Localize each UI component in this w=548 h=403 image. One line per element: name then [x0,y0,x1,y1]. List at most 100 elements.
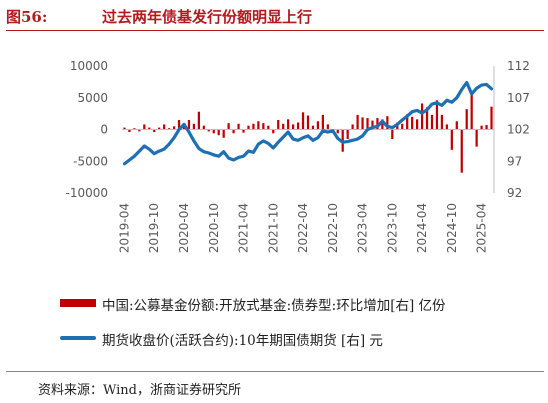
left-axis-ticks: 10000 5000 0 -5000 -10000 [65,59,108,200]
bar-2024-12 [460,129,463,173]
bar-2023-04 [361,117,364,130]
x-tick-label: 2021-10 [266,203,280,253]
title-divider [6,30,544,31]
bar-2023-07 [376,118,379,130]
right-tick-label: 97 [507,154,522,168]
right-tick-label: 112 [507,59,530,73]
legend-bar-swatch [60,299,96,307]
bar-2025-05 [485,125,488,130]
bar-2021-12 [282,123,285,130]
bar-2022-04 [301,112,305,130]
bar-2019-07 [138,129,141,132]
bar-2020-06 [192,123,196,130]
bar-2021-10 [272,129,275,134]
bar-2021-02 [232,129,235,134]
bar-2024-05 [425,107,429,130]
bar-2020-11 [217,129,220,136]
bar-2021-07 [257,121,260,130]
bar-2023-08 [381,119,384,130]
left-tick-label: 0 [100,123,108,137]
x-tick-label: 2023-04 [356,203,370,253]
bar-2023-09 [386,116,389,130]
bar-2021-06 [252,123,255,130]
bar-2021-04 [242,129,245,133]
title-row: 图56: 过去两年债基发行份额明显上行 [6,6,546,28]
figure-number: 图56: [6,8,48,26]
x-tick-label: 2024-10 [445,203,459,253]
bar-2024-06 [430,114,434,130]
source-note: 资料来源：Wind，浙商证券研究所 [38,383,241,398]
bar-2020-07 [197,111,200,130]
right-tick-label: 102 [507,123,530,137]
bar-2024-04 [420,103,424,130]
bar-2023-03 [356,114,359,130]
bar-2020-02 [172,126,176,130]
bar-2023-05 [366,118,369,130]
bar-2020-10 [212,129,215,134]
bar-2020-05 [187,119,191,130]
x-tick-label: 2024-04 [415,203,429,253]
bar-series [123,93,493,173]
legend-line-label: 期货收盘价(活跃合约):10年期国债期货 [右] 元 [102,333,383,349]
bar-2019-04 [123,127,126,130]
x-tick-label: 2022-04 [296,203,310,253]
bar-2019-06 [133,128,136,130]
x-tick-label: 2019-04 [117,203,131,253]
source-divider [6,371,544,372]
bar-2021-05 [247,125,250,130]
bar-2023-10 [391,129,394,140]
bar-2019-09 [148,127,151,130]
bar-2021-11 [277,119,280,130]
futures-price-line [122,80,494,166]
bar-2019-08 [143,124,146,130]
bar-2023-01 [346,129,349,140]
bar-2022-05 [306,115,310,130]
bar-2019-11 [158,127,161,130]
bar-2022-11 [336,129,339,134]
bar-2019-10 [153,129,156,133]
bar-2024-09 [445,124,448,130]
bar-2019-05 [128,129,131,133]
x-axis-ticks: 2019-04 2019-10 2020-04 2020-10 2021-04 2021-… [117,203,488,253]
legend-line-swatch [60,336,96,340]
bar-2024-08 [440,114,444,130]
bar-2022-02 [292,124,295,130]
bar-2024-07 [435,100,439,130]
x-tick-label: 2020-10 [207,203,221,253]
right-axis-ticks: 112 107 102 97 92 [507,59,530,200]
bar-2022-01 [287,119,290,130]
x-tick-label: 2020-04 [177,203,191,253]
bar-2024-11 [455,121,458,130]
bar-2023-12 [401,123,404,130]
bar-2021-08 [262,123,265,130]
bar-2022-07 [316,121,320,130]
bar-2022-03 [296,122,300,130]
bar-2024-10 [450,129,453,150]
bar-2020-03 [177,119,181,130]
bar-2021-09 [267,125,270,130]
x-tick-label: 2019-10 [147,203,161,253]
left-tick-label: 10000 [70,59,108,73]
bar-2025-02 [470,93,473,130]
bar-2022-08 [321,114,324,130]
bar-2019-12 [163,124,166,130]
x-tick-label: 2021-04 [237,203,251,253]
x-tick-label: 2023-10 [385,203,399,253]
x-tick-label: 2022-10 [326,203,340,253]
left-tick-label: -10000 [65,186,108,200]
line-series [122,80,494,166]
bar-2020-12 [222,129,225,138]
x-tick-label: 2025-04 [475,203,489,253]
bar-2024-01 [406,114,409,130]
bar-2023-02 [351,124,354,130]
bar-2025-04 [480,125,483,130]
bar-2023-06 [371,120,374,130]
bar-2025-01 [465,109,468,130]
bar-2022-09 [326,124,329,130]
left-tick-label: -5000 [73,154,108,168]
right-tick-label: 92 [507,186,522,200]
right-tick-label: 107 [507,91,530,105]
legend-bar-label: 中国:公募基金份额:开放式基金:债券型:环比增加[右] 亿份 [102,298,446,314]
bar-2025-03 [475,129,478,147]
